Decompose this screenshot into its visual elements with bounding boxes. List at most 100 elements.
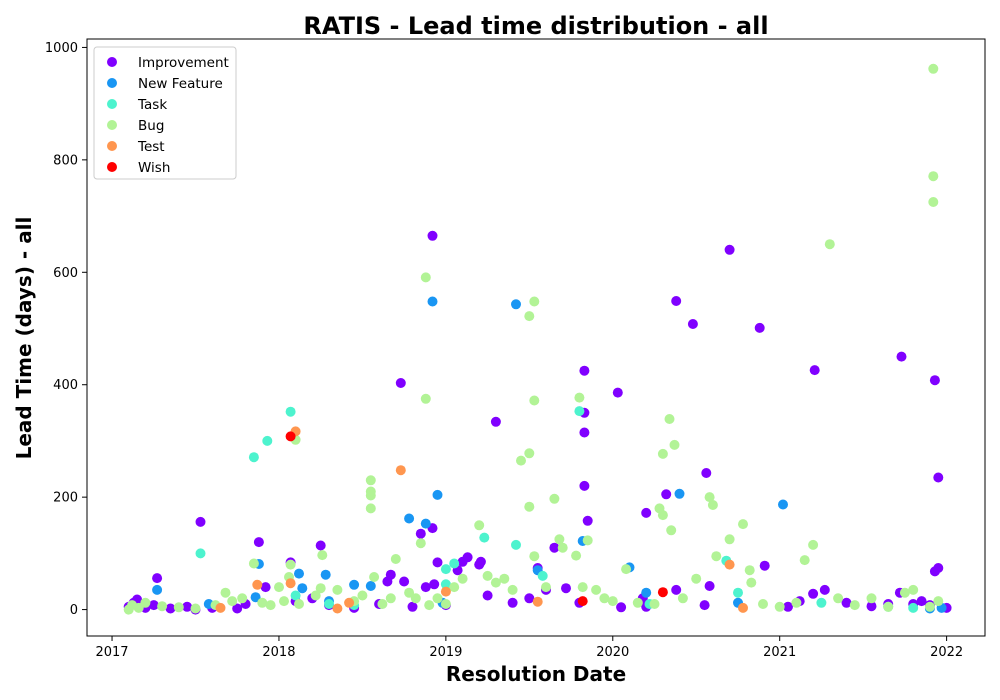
- point-bug: [808, 539, 819, 550]
- point-task: [195, 548, 206, 559]
- point-new-feature: [349, 579, 360, 590]
- point-bug: [649, 599, 660, 609]
- point-bug: [707, 500, 718, 510]
- point-improvement: [783, 601, 793, 612]
- point-improvement: [929, 375, 940, 386]
- point-bug: [574, 392, 585, 403]
- point-improvement: [582, 515, 593, 526]
- point-improvement: [579, 365, 590, 376]
- point-improvement: [152, 573, 163, 584]
- point-bug: [657, 510, 668, 521]
- point-bug: [257, 597, 268, 608]
- point-improvement: [195, 516, 206, 527]
- point-bug: [157, 601, 168, 612]
- point-new-feature: [297, 583, 308, 594]
- point-bug: [516, 455, 526, 466]
- point-bug: [621, 564, 632, 575]
- x-tick-label: 2017: [95, 645, 128, 660]
- point-bug: [190, 603, 201, 614]
- point-improvement: [896, 351, 907, 362]
- point-bug: [490, 577, 501, 588]
- point-bug: [529, 395, 540, 406]
- point-improvement: [182, 601, 193, 612]
- y-tick-label: 1000: [45, 41, 78, 56]
- point-improvement: [933, 563, 944, 573]
- points-layer: [123, 63, 952, 615]
- point-bug: [849, 600, 860, 611]
- point-improvement: [415, 528, 426, 539]
- y-axis-ticks: 0 200 400 600 800 1000: [45, 41, 87, 618]
- point-improvement: [482, 590, 493, 601]
- point-bug: [294, 599, 304, 609]
- point-bug: [591, 584, 602, 595]
- point-bug: [607, 596, 618, 607]
- plot-frame: [86, 38, 986, 637]
- point-bug: [744, 565, 755, 576]
- point-bug: [332, 584, 343, 595]
- y-axis-label: Lead Time (days) - all: [12, 217, 36, 460]
- point-improvement: [616, 602, 627, 613]
- point-bug: [524, 448, 535, 459]
- point-bug: [933, 596, 944, 607]
- point-bug: [529, 551, 540, 562]
- x-tick-label: 2020: [596, 645, 629, 660]
- point-bug: [385, 593, 396, 604]
- legend-label-improvement: Improvement: [138, 55, 229, 71]
- point-bug: [571, 550, 582, 561]
- point-improvement: [819, 584, 830, 595]
- point-improvement: [641, 507, 652, 518]
- point-improvement: [671, 584, 682, 595]
- point-bug: [265, 600, 276, 611]
- legend-label-new-feature: New Feature: [138, 76, 223, 92]
- point-improvement: [407, 601, 418, 612]
- y-tick-label: 800: [53, 153, 78, 168]
- point-task: [290, 590, 301, 601]
- point-task: [537, 570, 548, 581]
- point-improvement: [809, 365, 820, 376]
- point-bug: [457, 573, 468, 584]
- point-new-feature: [778, 499, 788, 510]
- point-improvement: [148, 600, 159, 611]
- legend-marker-test: [107, 141, 117, 151]
- point-bug: [140, 597, 151, 608]
- point-bug: [274, 582, 284, 593]
- point-task: [733, 587, 743, 598]
- point-bug: [928, 63, 939, 74]
- point-bug: [577, 582, 588, 593]
- point-bug: [279, 596, 289, 607]
- y-tick-label: 200: [53, 491, 78, 506]
- point-bug: [666, 525, 677, 536]
- point-bug: [365, 503, 376, 514]
- point-improvement: [475, 556, 486, 567]
- point-bug: [669, 439, 680, 450]
- legend-marker-wish: [107, 162, 117, 172]
- point-bug: [524, 501, 535, 512]
- point-test: [285, 578, 296, 589]
- legend-label-task: Task: [137, 97, 167, 113]
- point-improvement: [724, 244, 735, 255]
- point-bug: [173, 602, 184, 613]
- point-bug: [908, 584, 919, 595]
- point-improvement: [427, 230, 438, 241]
- point-bug: [774, 601, 785, 612]
- chart-title: RATIS - Lead time distribution - all: [303, 12, 768, 40]
- point-new-feature: [250, 592, 261, 603]
- point-bug: [440, 599, 451, 609]
- point-improvement: [395, 378, 406, 388]
- point-bug: [377, 599, 388, 609]
- point-bug: [833, 593, 844, 604]
- point-bug: [632, 597, 643, 608]
- point-improvement: [561, 583, 571, 594]
- point-test: [252, 579, 263, 590]
- point-improvement: [232, 603, 243, 614]
- point-bug: [883, 601, 894, 612]
- point-task: [511, 539, 521, 550]
- x-axis-label: Resolution Date: [446, 662, 626, 686]
- point-test: [344, 597, 355, 608]
- point-improvement: [579, 427, 590, 438]
- point-improvement: [399, 576, 410, 587]
- point-bug: [237, 593, 248, 604]
- point-bug: [415, 538, 426, 549]
- point-improvement: [165, 603, 176, 614]
